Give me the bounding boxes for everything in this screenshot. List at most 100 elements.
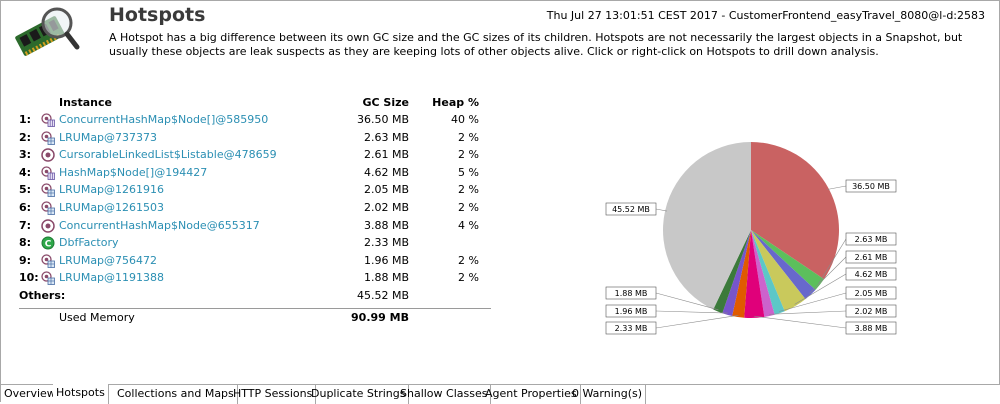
slice-leader-line [769,310,847,315]
table-row[interactable]: 3: CursorableLinkedList$Listable@478659 2.… [19,146,491,164]
tab-0-warning-s[interactable]: 0 Warning(s) [569,385,647,404]
slice-leader-line [655,208,667,212]
tab-shallow-classes[interactable]: Shallow Classes [397,385,492,404]
instance-link[interactable]: DbfFactory [59,236,119,250]
instance-link[interactable]: LRUMap@1261916 [59,183,165,197]
tab-duplicate-strings[interactable]: Duplicate Strings [308,385,410,404]
pie-slice[interactable] [722,230,751,316]
pie-slice[interactable] [713,230,751,314]
slice-leader-line [809,256,847,294]
tab-collections-and-maps[interactable]: Collections and Maps [114,385,238,404]
slice-leader-line [779,292,847,312]
map-icon [41,201,55,215]
pie-slice[interactable] [751,142,839,280]
slice-leader-line [754,315,847,329]
instance-link[interactable]: LRUMap@1261503 [59,200,165,214]
table-row[interactable]: 7: ConcurrentHashMap$Node@655317 3.88 MB 4 … [19,217,491,235]
gc-size-value: 1.88 MB [363,271,409,285]
slice-label-box [605,321,657,335]
pie-slice[interactable] [744,230,765,318]
slice-label-box [605,304,657,318]
row-index: 6: [19,200,32,214]
tab-hotspots[interactable]: Hotspots [53,384,109,404]
map-icon [41,254,55,268]
gc-size-value: 3.88 MB [363,218,409,232]
heap-percent-value: 2 % [458,271,479,285]
slice-label-box [845,304,897,318]
instance-link[interactable]: CursorableLinkedList$Listable@478659 [59,148,277,162]
heap-percent-value: 40 % [451,113,479,126]
instance-link[interactable]: LRUMap@737373 [59,130,158,144]
slice-label: 3.88 MB [855,324,888,333]
used-memory-label: Used Memory [59,310,135,324]
table-row[interactable]: 9: LRUMap@756472 1.96 MB 2 % [19,252,491,270]
row-index: 3: [19,148,32,162]
instance-link[interactable]: ConcurrentHashMap$Node[]@585950 [59,113,269,126]
others-label: Others: [19,288,66,302]
tab-agent-properties[interactable]: Agent Properties [482,385,581,404]
slice-label-box [605,202,657,216]
slice-label: 2.61 MB [855,253,888,262]
row-index: 10: [19,271,39,285]
column-header-heap-percent: Heap % [432,96,479,109]
snapshot-info: Thu Jul 27 13:01:51 CEST 2017 - Customer… [546,9,985,22]
gc-size-value: 2.61 MB [363,148,409,162]
instance-link[interactable]: LRUMap@756472 [59,253,158,267]
slice-label: 2.63 MB [855,235,888,244]
slice-label-box [605,286,657,300]
row-index: 1: [19,113,32,126]
slice-label-box [845,321,897,335]
pie-slice[interactable] [751,230,816,300]
heap-percent-value: 2 % [458,183,479,197]
slice-label: 36.50 MB [852,182,890,191]
hotspots-pie-chart: 36.50 MB 2.63 MB 2.61 MB 4.62 MB 2.05 MB 2.02… [605,142,897,335]
array-icon [41,166,55,180]
row-index: 8: [19,236,32,250]
map-icon [41,183,55,198]
instance-link[interactable]: ConcurrentHashMap$Node@655317 [59,218,260,232]
gc-size-value: 4.62 MB [363,165,409,179]
map-icon [41,271,55,286]
slice-leader-line [818,238,847,284]
array-icon [41,113,55,127]
table-row[interactable]: 2: LRUMap@737373 2.63 MB 2 % [19,129,491,147]
row-index: 5: [19,183,32,197]
instance-link[interactable]: LRUMap@1191388 [59,271,165,285]
heap-percent-value: 2 % [458,253,479,267]
slice-label: 45.52 MB [612,205,650,214]
heap-percent-value: 2 % [458,130,479,144]
tab-overview[interactable]: Overview [1,385,60,404]
column-header-instance: Instance [59,96,112,109]
row-index: 7: [19,218,32,232]
row-index: 2: [19,130,32,144]
memory-snapshot-logo-icon [15,7,80,56]
slice-label: 2.05 MB [855,289,888,298]
pie-slice[interactable] [751,230,785,315]
view-tabs: Overview Hotspots Collections and Maps HTTP… [1,384,1000,404]
gc-size-value: 2.02 MB [363,200,409,214]
map-icon [41,130,55,145]
page-title: Hotspots [109,4,206,26]
slice-label-box [845,232,897,246]
pie-slice[interactable] [751,230,824,290]
slice-leader-line [827,185,847,190]
table-row[interactable]: 1: ConcurrentHashMap$Node[]@585950 36.50 M… [19,111,491,129]
table-row[interactable]: 4: HashMap$Node[]@194427 4.62 MB 5 % [19,164,491,182]
table-row[interactable]: 10: LRUMap@1191388 1.88 MB 2 % [19,269,491,287]
instance-link[interactable]: HashMap$Node[]@194427 [59,165,208,179]
pie-slice[interactable] [751,230,806,312]
pie-slice[interactable] [732,230,751,318]
gc-size-value: 1.96 MB [363,253,409,267]
pie-slice[interactable] [663,142,751,310]
row-index: 9: [19,253,32,267]
tab-http-sessions[interactable]: HTTP Sessions [230,385,317,404]
slice-label: 2.33 MB [615,324,648,333]
others-row: Others: 45.52 MB [19,287,491,305]
table-row[interactable]: 8: C DbfFactory 2.33 MB [19,234,491,252]
slice-label-box [845,179,897,193]
table-row[interactable]: 6: LRUMap@1261503 2.02 MB 2 % [19,199,491,217]
table-row[interactable]: 5: LRUMap@1261916 2.05 MB 2 % [19,181,491,199]
gc-size-value: 36.50 MB [356,113,409,126]
heap-percent-value: 4 % [458,218,479,232]
pie-slice[interactable] [751,230,775,317]
